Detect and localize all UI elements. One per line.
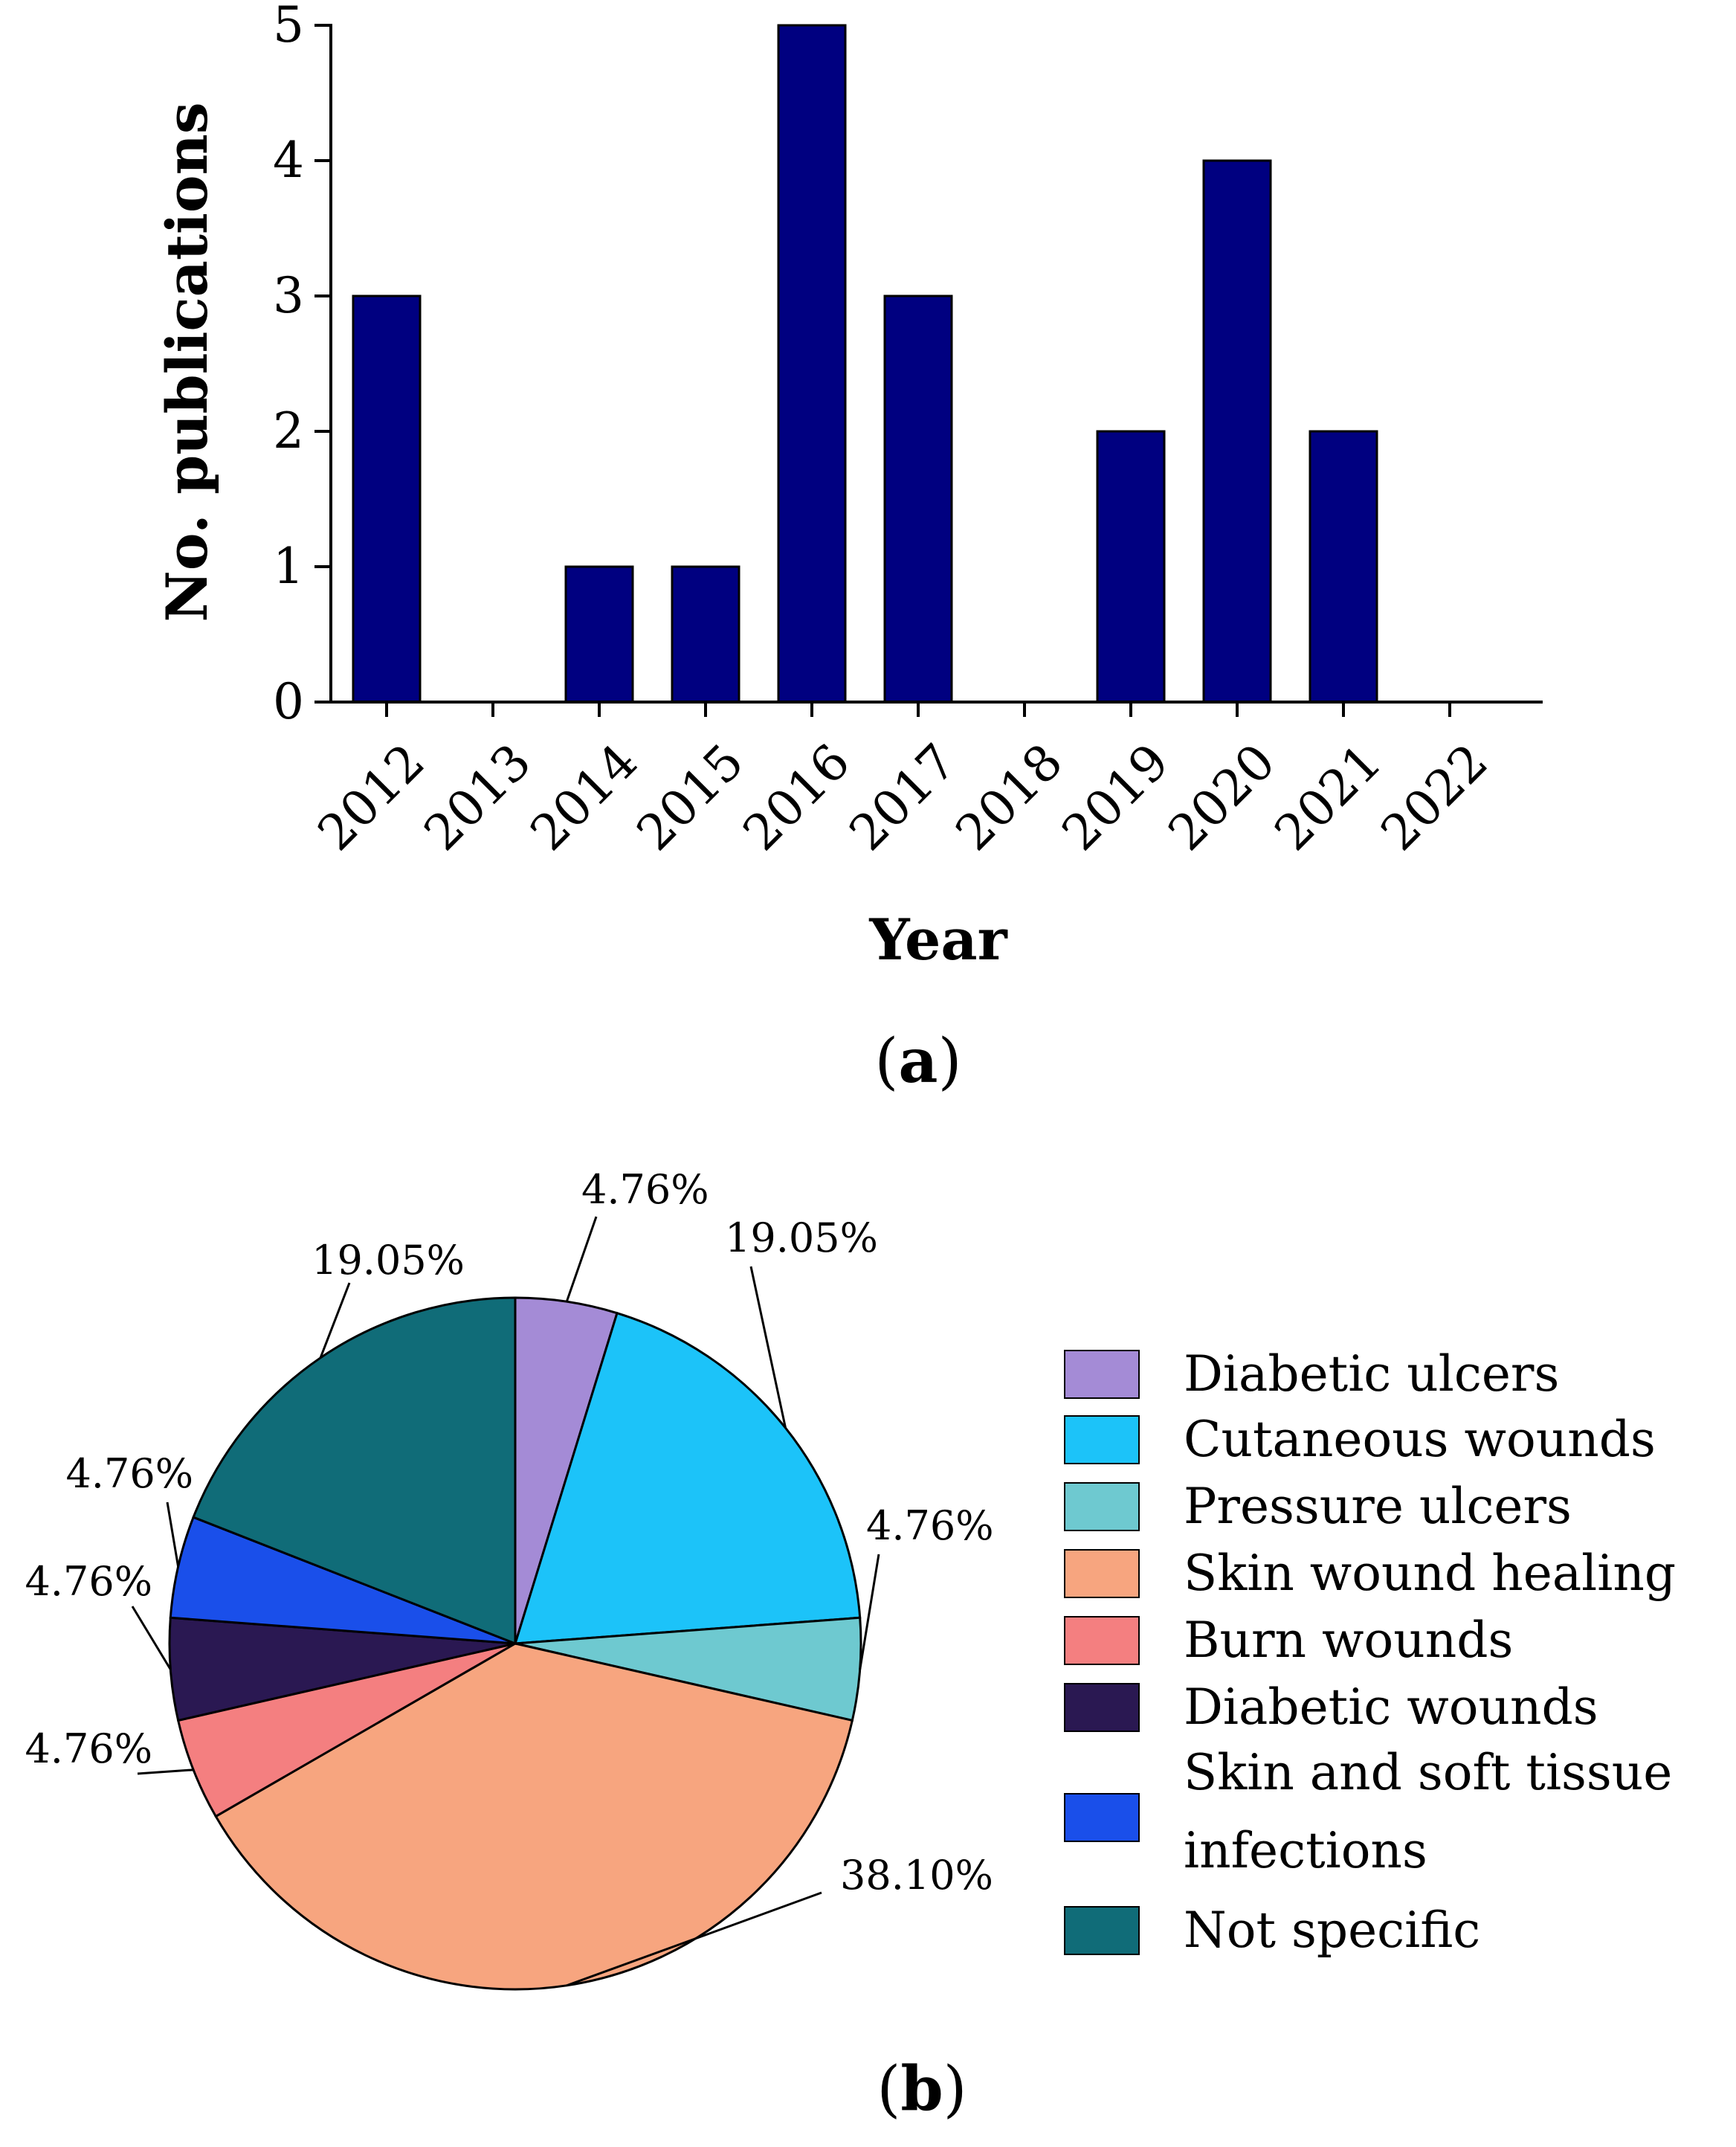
bar-2019 [1096,430,1166,704]
legend-label: Diabetic ulcers [1184,1345,1559,1403]
pie-percent-label: 38.10% [840,1852,993,1899]
pie-percent-label: 19.05% [725,1214,878,1261]
y-tick-label: 3 [273,267,304,324]
legend-label: Not specific [1184,1902,1480,1959]
pie-legend: Diabetic ulcers Cutaneous wounds Pressure … [1064,1345,1676,1959]
legend-swatch [1064,1549,1140,1598]
x-tick-label: 2021 [1264,733,1393,862]
legend-swatch [1064,1350,1140,1399]
x-tick-label: 2019 [1051,733,1180,862]
legend-label: Pressure ulcers [1184,1478,1572,1535]
pie-leader-line [166,1501,180,1567]
panel-b-letter: b [900,2053,943,2125]
legend-swatch [1064,1415,1140,1464]
y-tick-label: 5 [273,0,304,54]
legend-swatch [1064,1793,1140,1842]
y-tick-label: 0 [273,673,304,730]
x-axis-ticks: 2012201320142015201620172018201920202021… [307,702,1499,862]
pie-percent-label: 4.76% [65,1450,193,1497]
bar-2021 [1309,430,1378,704]
pie-percent-label: 4.76% [25,1558,152,1605]
bar-2015 [671,565,740,704]
pie-percent-label: 4.76% [25,1725,152,1772]
x-tick-label: 2018 [945,733,1074,862]
x-tick-label: 2017 [839,733,967,862]
x-tick-label: 2013 [413,733,542,862]
bar-2016 [777,24,847,704]
legend-label: Skin and soft tissue infections [1184,1744,1672,1879]
panel-a-letter: a [898,1026,938,1097]
x-tick-label: 2014 [520,733,648,862]
legend-swatch [1064,1683,1140,1732]
legend-label: Skin wound healing [1184,1545,1676,1602]
bar-2017 [883,294,953,704]
bar-2014 [564,565,634,704]
pie-leader-line [319,1282,351,1359]
legend-label-line: Skin and soft tissue [1184,1744,1672,1801]
pie-slice-not-specific [192,1296,517,1646]
panel-b-label: (b) [877,2053,967,2125]
pie-slice-cutaneous-wounds [513,1311,862,1645]
y-axis-title: No. publications [154,102,220,622]
pie-leader-line [131,1606,172,1670]
legend-swatch [1064,1906,1140,1955]
pie-slices [168,1296,862,1991]
pie-percent-labels: 4.76% 19.05% 4.76% 38.10% 4.76% 4.76% 4.76% 19.… [25,1166,993,1899]
x-tick-label: 2020 [1158,733,1286,862]
pie-leader-line [565,1216,598,1302]
x-tick-label: 2016 [732,733,861,862]
pie-leader-line [749,1266,787,1429]
y-tick-label: 4 [273,132,304,189]
legend-label-line: infections [1184,1822,1427,1879]
y-tick-label: 1 [273,538,304,595]
pie-leader-line [566,1891,822,1987]
pie-percent-label: 19.05% [312,1237,465,1284]
x-axis-title: Year [868,907,1007,973]
x-tick-label: 2012 [307,733,436,862]
y-tick-label: 2 [273,402,304,460]
pie-percent-label: 4.76% [581,1166,709,1213]
bar-2020 [1202,159,1272,704]
pie-leader-lines [131,1216,880,1987]
pie-chart: 4.76% 19.05% 4.76% 38.10% 4.76% 4.76% 4.76% 19.… [25,1166,994,1991]
y-axis-ticks: 0 1 2 3 4 5 [273,0,331,730]
legend-swatch [1064,1616,1140,1665]
x-tick-label: 2015 [626,733,755,862]
pie-percent-label: 4.76% [866,1502,994,1549]
pie-leader-line [137,1768,194,1775]
legend-label: Diabetic wounds [1184,1678,1598,1736]
legend-label: Burn wounds [1184,1612,1513,1669]
bar-series [352,24,1378,704]
panel-a-label: (a) [874,1026,961,1097]
legend-label: Cutaneous wounds [1184,1411,1656,1468]
bar-2012 [352,294,422,704]
pie-leader-line [859,1554,880,1670]
x-tick-label: 2022 [1370,733,1499,862]
legend-swatch [1064,1482,1140,1531]
